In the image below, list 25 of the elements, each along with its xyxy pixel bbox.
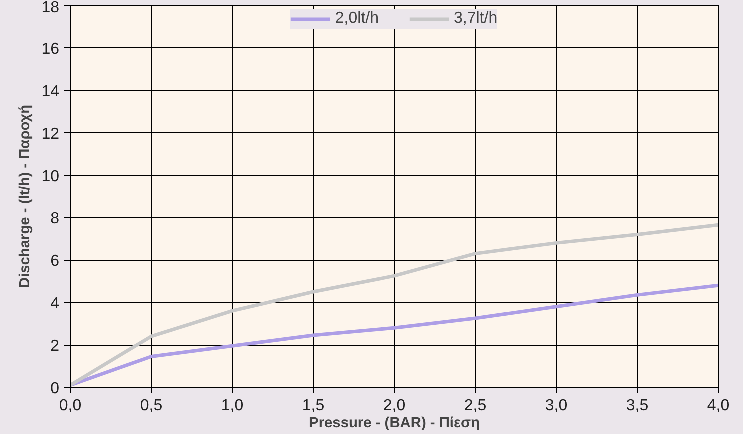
line-series [70,284,718,388]
y-tick-label: 14 [42,83,60,100]
x-tick-label: 3,0 [545,398,568,414]
x-tick-label: 2,0 [383,398,406,414]
y-tick-label: 4 [50,296,60,313]
x-tick-label: 0,0 [59,398,82,414]
line-series [70,223,718,388]
y-tick-label: 12 [42,126,60,143]
y-tick-label: 18 [42,0,60,16]
y-tick-label: 0 [50,380,60,398]
y-axis-title: Discharge - (lt/h) - Παροχή [18,104,34,288]
y-tick-label: 10 [42,168,60,186]
y-tick-label: 8 [50,210,60,228]
x-tick-label: 0,5 [140,398,163,414]
y-tick-label: 2 [50,338,60,356]
x-tick-label: 3,5 [626,398,649,414]
x-tick-label: 4,0 [707,398,730,414]
y-tick-label: 16 [42,40,60,58]
x-tick-label: 1,0 [221,398,244,414]
legend-label: 3,7lt/h [454,10,498,28]
y-tick-label: 6 [50,253,60,270]
x-axis-title: Pressure - (BAR) - Πίεση [309,416,480,432]
legend-label: 2,0lt/h [335,10,379,28]
x-tick-label: 2,5 [464,398,487,414]
x-tick-label: 1,5 [302,398,325,414]
